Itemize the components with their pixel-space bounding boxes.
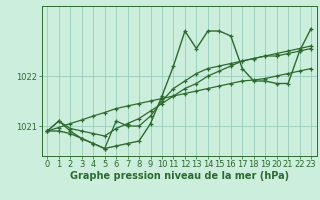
X-axis label: Graphe pression niveau de la mer (hPa): Graphe pression niveau de la mer (hPa): [70, 171, 289, 181]
